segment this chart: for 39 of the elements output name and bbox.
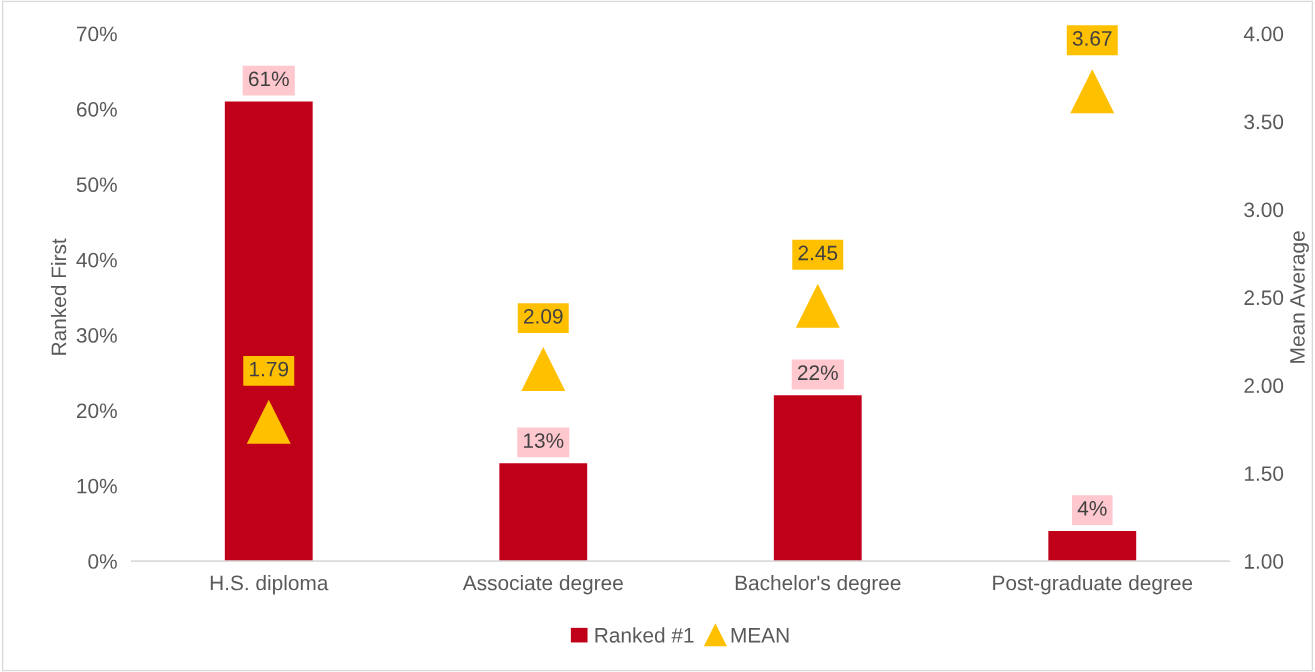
data-label: 61%: [248, 71, 289, 87]
legend-label: MEAN: [731, 628, 789, 643]
bar: [773, 395, 862, 562]
y2-tick-label: 3.00: [1244, 202, 1284, 218]
point: [1070, 70, 1114, 114]
x-tick-label: H.S. diploma: [210, 575, 329, 595]
x-tick-label: Bachelor's degree: [735, 575, 901, 595]
data-label: 13%: [524, 433, 564, 448]
data-label: 2.09: [524, 308, 563, 324]
y-tick-label: 60%: [76, 101, 117, 117]
legend-label: Ranked #1: [595, 627, 694, 643]
x-tick-label: Post-graduate degree: [993, 575, 1193, 595]
y2-axis-title: Mean Average: [1290, 231, 1309, 363]
y-tick-label: 70%: [76, 26, 117, 42]
y2-tick-label: 1.00: [1245, 554, 1284, 569]
x-tick-label: Associate degree: [462, 575, 623, 595]
y2-tick-label: 1.50: [1245, 466, 1284, 481]
y-axis-title: Ranked First: [50, 238, 67, 355]
bar: [499, 463, 588, 562]
point: [247, 400, 291, 444]
y-tick-label: 30%: [76, 328, 117, 343]
y2-tick-label: 2.50: [1244, 290, 1284, 306]
data-label: 1.79: [250, 361, 289, 377]
data-label: 3.67: [1072, 31, 1112, 46]
bar: [224, 101, 313, 562]
y-tick-label: 0%: [88, 554, 117, 569]
y-tick-label: 20%: [76, 403, 117, 419]
data-label: 22%: [797, 365, 838, 381]
bar: [1048, 530, 1137, 562]
point: [521, 347, 565, 391]
y2-tick-label: 4.00: [1243, 26, 1284, 42]
data-label: 2.45: [798, 245, 838, 261]
point: [796, 284, 840, 328]
y-tick-label: 10%: [77, 478, 117, 494]
y-tick-label: 40%: [76, 252, 117, 268]
y2-tick-label: 2.00: [1244, 378, 1284, 394]
data-label: 4%: [1077, 501, 1107, 516]
y-tick-label: 50%: [76, 177, 117, 193]
y2-tick-label: 3.50: [1244, 114, 1284, 130]
